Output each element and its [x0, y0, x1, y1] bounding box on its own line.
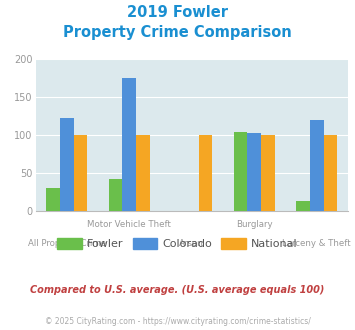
Bar: [234, 131, 247, 211]
Bar: [247, 133, 261, 211]
Text: Property Crime Comparison: Property Crime Comparison: [63, 25, 292, 40]
Bar: [73, 135, 87, 211]
Bar: [296, 201, 310, 211]
Bar: [261, 135, 275, 211]
Text: 2019 Fowler: 2019 Fowler: [127, 5, 228, 20]
Bar: [60, 118, 73, 211]
Bar: [109, 179, 122, 211]
Legend: Fowler, Colorado, National: Fowler, Colorado, National: [53, 234, 302, 253]
Text: © 2025 CityRating.com - https://www.cityrating.com/crime-statistics/: © 2025 CityRating.com - https://www.city…: [45, 317, 310, 326]
Text: Burglary: Burglary: [236, 220, 273, 229]
Text: Larceny & Theft: Larceny & Theft: [282, 239, 351, 248]
Bar: [323, 135, 337, 211]
Bar: [310, 120, 323, 211]
Text: Compared to U.S. average. (U.S. average equals 100): Compared to U.S. average. (U.S. average …: [30, 285, 325, 295]
Text: All Property Crime: All Property Crime: [28, 239, 106, 248]
Bar: [122, 79, 136, 211]
Text: Motor Vehicle Theft: Motor Vehicle Theft: [87, 220, 171, 229]
Bar: [136, 135, 150, 211]
Text: Arson: Arson: [179, 239, 204, 248]
Bar: [198, 135, 212, 211]
Bar: [46, 188, 60, 211]
